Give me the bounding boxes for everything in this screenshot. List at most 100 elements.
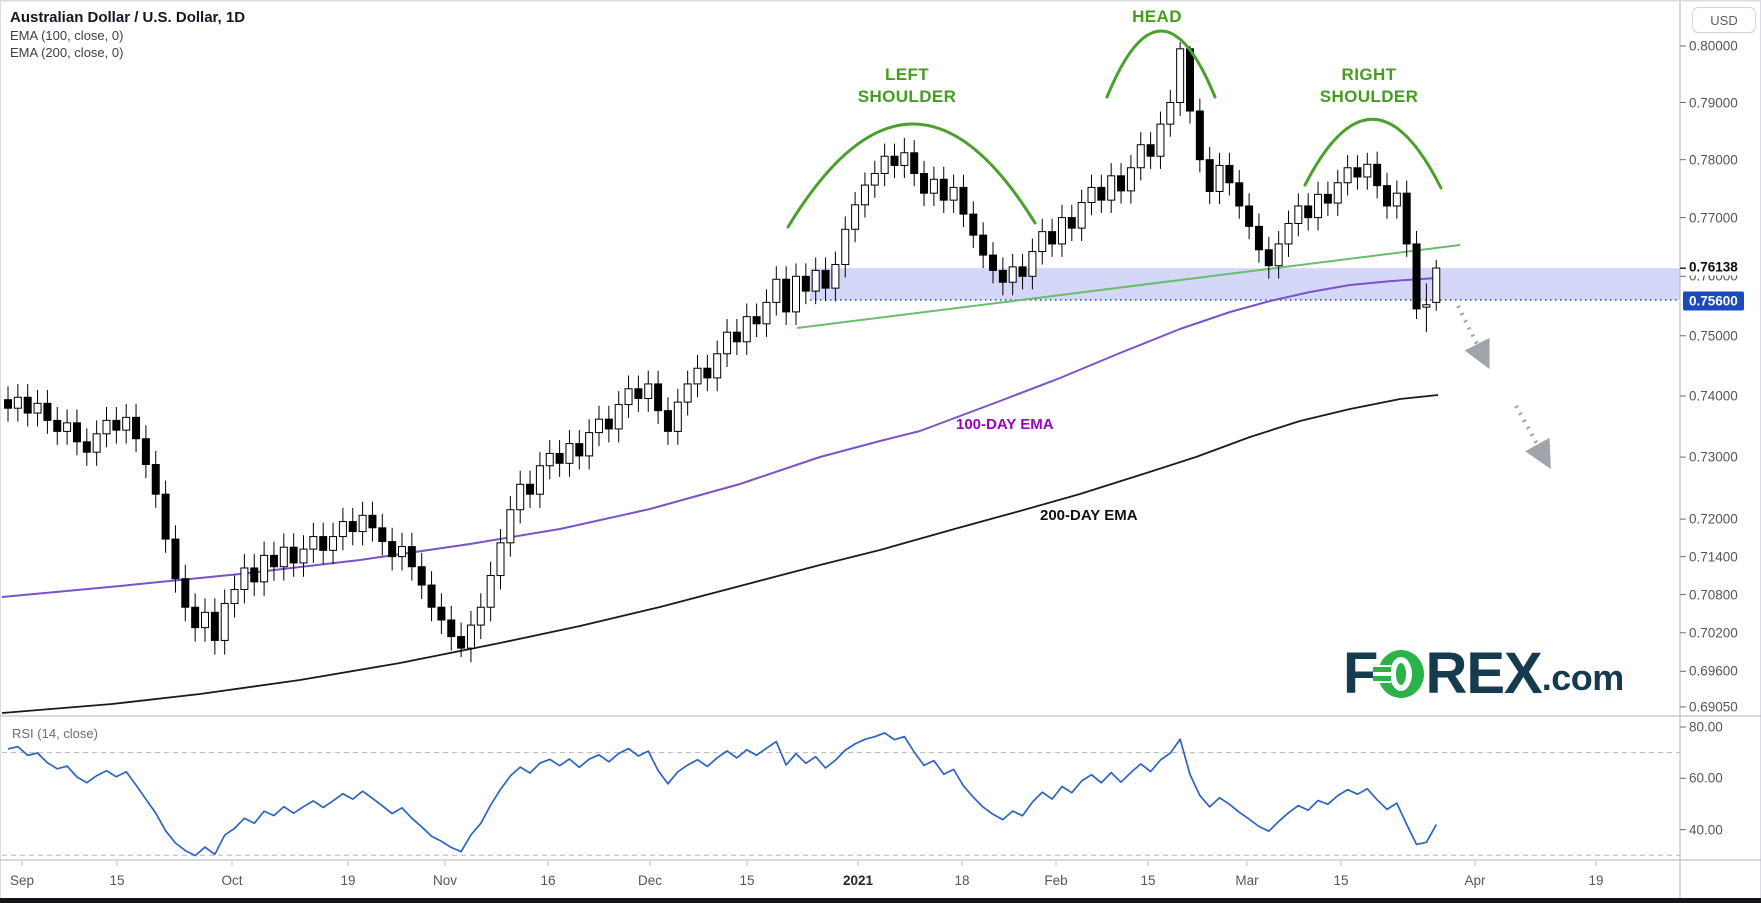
candle-body bbox=[181, 578, 190, 608]
symbol-title: Australian Dollar / U.S. Dollar, 1D bbox=[10, 9, 246, 26]
candle-body bbox=[289, 546, 298, 564]
time-axis-label: 18 bbox=[954, 873, 970, 888]
candle-body bbox=[1245, 205, 1254, 227]
candle-body bbox=[920, 173, 929, 194]
time-axis-label: Nov bbox=[432, 873, 458, 888]
candle-body bbox=[43, 402, 52, 421]
candle-body bbox=[1136, 144, 1145, 169]
rsi-indicator-label[interactable]: RSI (14, close) bbox=[12, 726, 98, 741]
candle-body bbox=[821, 269, 830, 289]
candle-body bbox=[526, 483, 535, 495]
neckline-trendline[interactable] bbox=[796, 244, 1461, 329]
candle-body bbox=[496, 542, 505, 577]
candle-body bbox=[1274, 243, 1283, 267]
candle-body bbox=[4, 399, 12, 409]
candle-body bbox=[1117, 175, 1126, 192]
time-axis-label: 19 bbox=[1588, 873, 1604, 888]
candle-body bbox=[742, 316, 751, 343]
rsi-axis-label: 60.00 bbox=[1689, 770, 1723, 786]
candle-body bbox=[1156, 123, 1165, 157]
time-axis-label: 15 bbox=[739, 873, 755, 888]
candle-body bbox=[13, 396, 22, 409]
candle-body bbox=[122, 416, 131, 431]
candle-body bbox=[1038, 231, 1047, 253]
candle-body bbox=[1402, 192, 1411, 245]
candle-body bbox=[703, 367, 712, 379]
candle-body bbox=[201, 611, 209, 629]
supply-zone-rectangle[interactable] bbox=[810, 268, 1680, 301]
candle-body bbox=[900, 152, 909, 166]
time-axis-label: 15 bbox=[1140, 873, 1156, 888]
left-shoulder-arc[interactable] bbox=[786, 122, 1037, 229]
candle-body bbox=[457, 636, 466, 649]
price-axis-label: 0.69050 bbox=[1689, 699, 1738, 715]
candle-body bbox=[250, 567, 259, 583]
candle-body bbox=[969, 213, 978, 236]
candle-body bbox=[851, 204, 860, 230]
candle-body bbox=[141, 438, 150, 466]
head-arc[interactable] bbox=[1105, 29, 1217, 99]
candle-body bbox=[752, 316, 761, 325]
candle-body bbox=[959, 186, 968, 215]
candle-body bbox=[811, 269, 820, 292]
window-bottom-edge bbox=[0, 898, 1761, 903]
ema200-line[interactable] bbox=[1, 394, 1439, 714]
indicator-ema200-legend[interactable]: EMA (200, close, 0) bbox=[10, 45, 124, 60]
time-axis-label: Feb bbox=[1044, 873, 1068, 888]
candle-body bbox=[1422, 304, 1431, 308]
left-shoulder-line1: LEFT bbox=[884, 65, 930, 84]
candle-body bbox=[644, 383, 653, 399]
right-shoulder-annotation: RIGHT SHOULDER bbox=[1320, 64, 1419, 108]
time-axis-label: Oct bbox=[221, 873, 243, 888]
candle-body bbox=[171, 538, 180, 580]
projection-arrow-1[interactable] bbox=[1456, 305, 1490, 370]
price-axis-label: 0.80000 bbox=[1689, 38, 1738, 54]
time-axis-label: Dec bbox=[637, 873, 663, 888]
price-axis-label: 0.77000 bbox=[1689, 210, 1738, 226]
currency-toggle-label: USD bbox=[1710, 12, 1738, 28]
rsi-line[interactable] bbox=[7, 732, 1438, 857]
candle-body bbox=[1048, 231, 1057, 245]
candle-body bbox=[1363, 163, 1372, 178]
candle-body bbox=[427, 584, 436, 608]
candle-body bbox=[299, 548, 308, 564]
candle-body bbox=[338, 521, 347, 538]
candle-body bbox=[1314, 193, 1323, 219]
candle-body bbox=[417, 566, 426, 586]
indicator-ema100-legend[interactable]: EMA (100, close, 0) bbox=[10, 28, 124, 43]
candle-body bbox=[309, 536, 318, 550]
candle-body bbox=[1067, 217, 1076, 229]
candle-body bbox=[151, 464, 160, 495]
candle-body bbox=[33, 402, 42, 414]
candle-body bbox=[614, 404, 623, 430]
candle-body bbox=[1077, 201, 1086, 229]
candle-body bbox=[23, 396, 32, 414]
candle-body bbox=[910, 152, 919, 175]
candle-body bbox=[1166, 101, 1175, 125]
candle-body bbox=[772, 278, 781, 303]
ema100-line[interactable] bbox=[1, 277, 1438, 598]
candle-body bbox=[1304, 205, 1313, 219]
currency-toggle-button[interactable]: USD bbox=[1692, 7, 1756, 33]
candle-body bbox=[1254, 225, 1263, 251]
candle-body bbox=[506, 509, 515, 544]
right-shoulder-line1: RIGHT bbox=[1341, 65, 1397, 84]
alert-price-label[interactable]: 0.75600 bbox=[1683, 291, 1744, 311]
candle-body bbox=[1343, 167, 1352, 184]
candle-body bbox=[732, 331, 741, 343]
candle-body bbox=[979, 234, 988, 256]
candle-body bbox=[841, 228, 850, 266]
logo-dot-com: .com bbox=[1541, 657, 1625, 698]
ema100-line-label: 100-DAY EMA bbox=[956, 416, 1054, 433]
candle-body bbox=[1333, 182, 1342, 204]
projection-arrow-2[interactable] bbox=[1514, 405, 1551, 469]
candle-body bbox=[693, 367, 702, 385]
candle-body bbox=[1097, 186, 1106, 201]
right-shoulder-arc[interactable] bbox=[1303, 117, 1443, 190]
candle-body bbox=[595, 418, 603, 434]
candle-body bbox=[831, 264, 840, 289]
rsi-axis-label: 80.00 bbox=[1689, 719, 1723, 735]
candle-body bbox=[890, 155, 899, 166]
price-axis-label: 0.70200 bbox=[1689, 625, 1738, 641]
